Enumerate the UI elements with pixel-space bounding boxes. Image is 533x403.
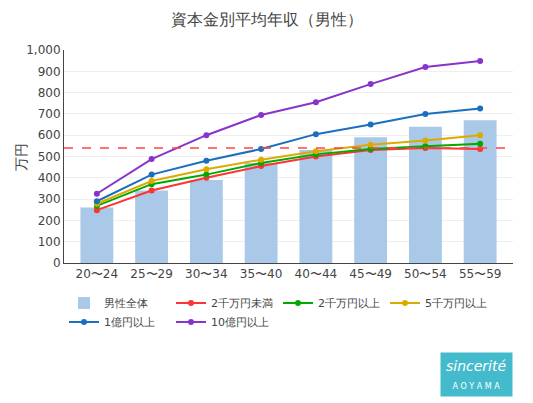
- svg-text:700: 700: [38, 107, 61, 121]
- svg-text:2千万円未満: 2千万円未満: [211, 297, 273, 310]
- svg-text:50〜54: 50〜54: [404, 267, 447, 281]
- svg-text:900: 900: [38, 65, 61, 79]
- svg-text:20〜24: 20〜24: [76, 267, 119, 281]
- svg-text:100: 100: [38, 235, 61, 249]
- svg-text:30〜34: 30〜34: [185, 267, 228, 281]
- svg-text:35〜40: 35〜40: [240, 267, 283, 281]
- svg-text:45〜49: 45〜49: [349, 267, 392, 281]
- svg-text:500: 500: [38, 150, 61, 164]
- svg-text:800: 800: [38, 86, 61, 100]
- svg-text:10億円以上: 10億円以上: [211, 316, 269, 329]
- svg-text:40〜44: 40〜44: [295, 267, 338, 281]
- svg-text:200: 200: [38, 214, 61, 228]
- svg-text:600: 600: [38, 128, 61, 142]
- svg-text:万円: 万円: [13, 143, 29, 171]
- svg-text:1億円以上: 1億円以上: [104, 316, 155, 329]
- svg-text:男性全体: 男性全体: [104, 297, 148, 310]
- svg-text:400: 400: [38, 171, 61, 185]
- svg-text:資本金別平均年収（男性）: 資本金別平均年収（男性）: [171, 10, 363, 29]
- svg-text:300: 300: [38, 192, 61, 206]
- svg-text:5千万円以上: 5千万円以上: [425, 297, 487, 310]
- svg-text:2千万円以上: 2千万円以上: [318, 297, 380, 310]
- svg-text:1,000: 1,000: [26, 43, 60, 57]
- svg-text:sinceritéA O Y A M A: sinceritéA O Y A M A: [446, 358, 507, 391]
- svg-text:25〜29: 25〜29: [130, 267, 173, 281]
- svg-text:0: 0: [53, 256, 61, 270]
- svg-text:55〜59: 55〜59: [459, 267, 502, 281]
